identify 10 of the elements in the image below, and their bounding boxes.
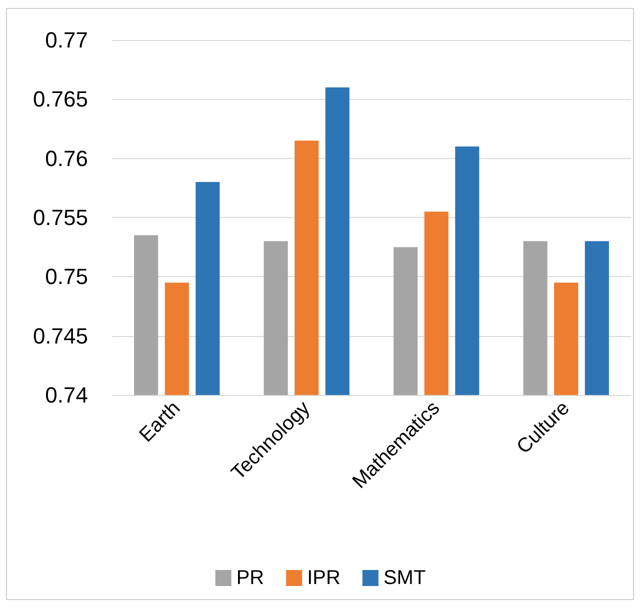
y-tick-label: 0.75 xyxy=(45,264,88,290)
y-tick-label: 0.745 xyxy=(32,323,88,348)
y-tick-label: 0.77 xyxy=(45,28,88,52)
y-tick-label: 0.765 xyxy=(32,86,88,112)
y-tick-label: 0.74 xyxy=(45,382,88,408)
legend-label: PR xyxy=(236,567,264,589)
legend-label: SMT xyxy=(383,567,426,589)
y-tick-label: 0.76 xyxy=(45,146,88,171)
legend-label: IPR xyxy=(307,567,340,589)
y-tick-label: 0.755 xyxy=(32,205,88,230)
